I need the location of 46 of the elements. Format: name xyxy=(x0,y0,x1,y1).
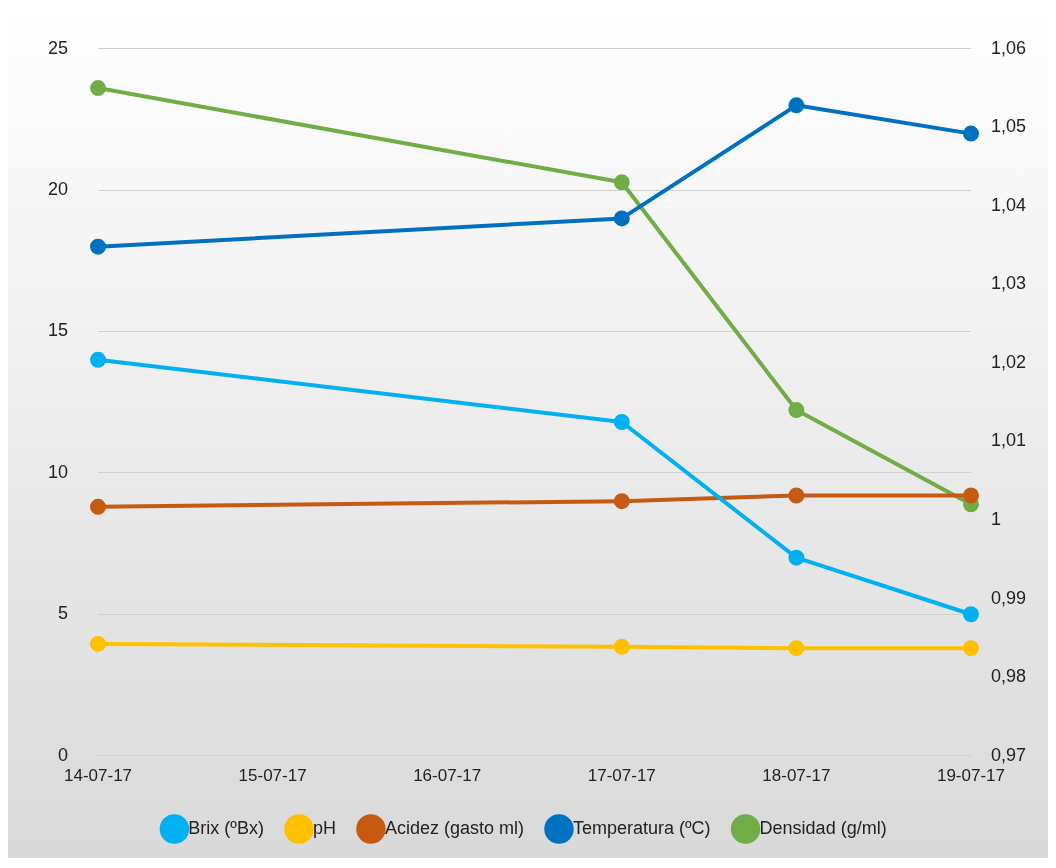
point xyxy=(90,351,107,368)
x-tick-label: 17-07-17 xyxy=(587,766,656,786)
y-tick-label: 20 xyxy=(47,179,69,200)
y2-tick-label: 1,04 xyxy=(990,194,1027,215)
point xyxy=(962,487,979,504)
y-tick-label: 0 xyxy=(58,744,69,765)
x-tick-label: 15-07-17 xyxy=(238,766,307,786)
point xyxy=(90,635,107,652)
x-tick-label: 16-07-17 xyxy=(413,766,482,786)
y-tick-label: 25 xyxy=(47,37,69,58)
point xyxy=(962,640,979,657)
legend-label: Densidad (g/ml) xyxy=(759,817,887,838)
point xyxy=(788,640,805,657)
y2-tick-label: 1,01 xyxy=(990,430,1027,451)
y-tick-label: 10 xyxy=(47,461,69,482)
point xyxy=(788,402,805,419)
point xyxy=(962,606,979,623)
point xyxy=(90,238,107,255)
legend-label: Temperatura (ºC) xyxy=(572,817,711,838)
y2-tick-label: 1,03 xyxy=(990,273,1027,294)
point xyxy=(788,487,805,504)
point xyxy=(788,97,805,114)
x-tick-label: 18-07-17 xyxy=(762,766,831,786)
y2-tick-label: 1,05 xyxy=(990,116,1027,137)
y2-tick-label: 0,99 xyxy=(990,587,1027,608)
point xyxy=(788,549,805,566)
y2-tick-label: 1,06 xyxy=(990,37,1027,58)
y2-tick-label: 0,97 xyxy=(990,744,1027,765)
point xyxy=(613,493,630,510)
x-tick-label: 14-07-17 xyxy=(63,766,133,786)
point xyxy=(613,210,630,227)
point xyxy=(90,80,107,97)
point xyxy=(613,413,630,430)
point xyxy=(613,174,630,191)
x-tick-label: 19-07-17 xyxy=(936,766,1005,786)
point xyxy=(613,638,630,655)
point xyxy=(962,125,979,142)
y-tick-label: 5 xyxy=(58,603,69,624)
point xyxy=(90,498,107,515)
y2-tick-label: 1 xyxy=(990,508,1001,529)
y2-tick-label: 1,02 xyxy=(990,351,1027,372)
y-tick-label: 15 xyxy=(47,320,69,341)
legend-label: pH xyxy=(312,817,336,838)
legend-label: Brix (ºBx) xyxy=(188,817,264,838)
legend-label: Acidez (gasto ml) xyxy=(384,817,524,838)
y2-tick-label: 0,98 xyxy=(990,666,1027,687)
